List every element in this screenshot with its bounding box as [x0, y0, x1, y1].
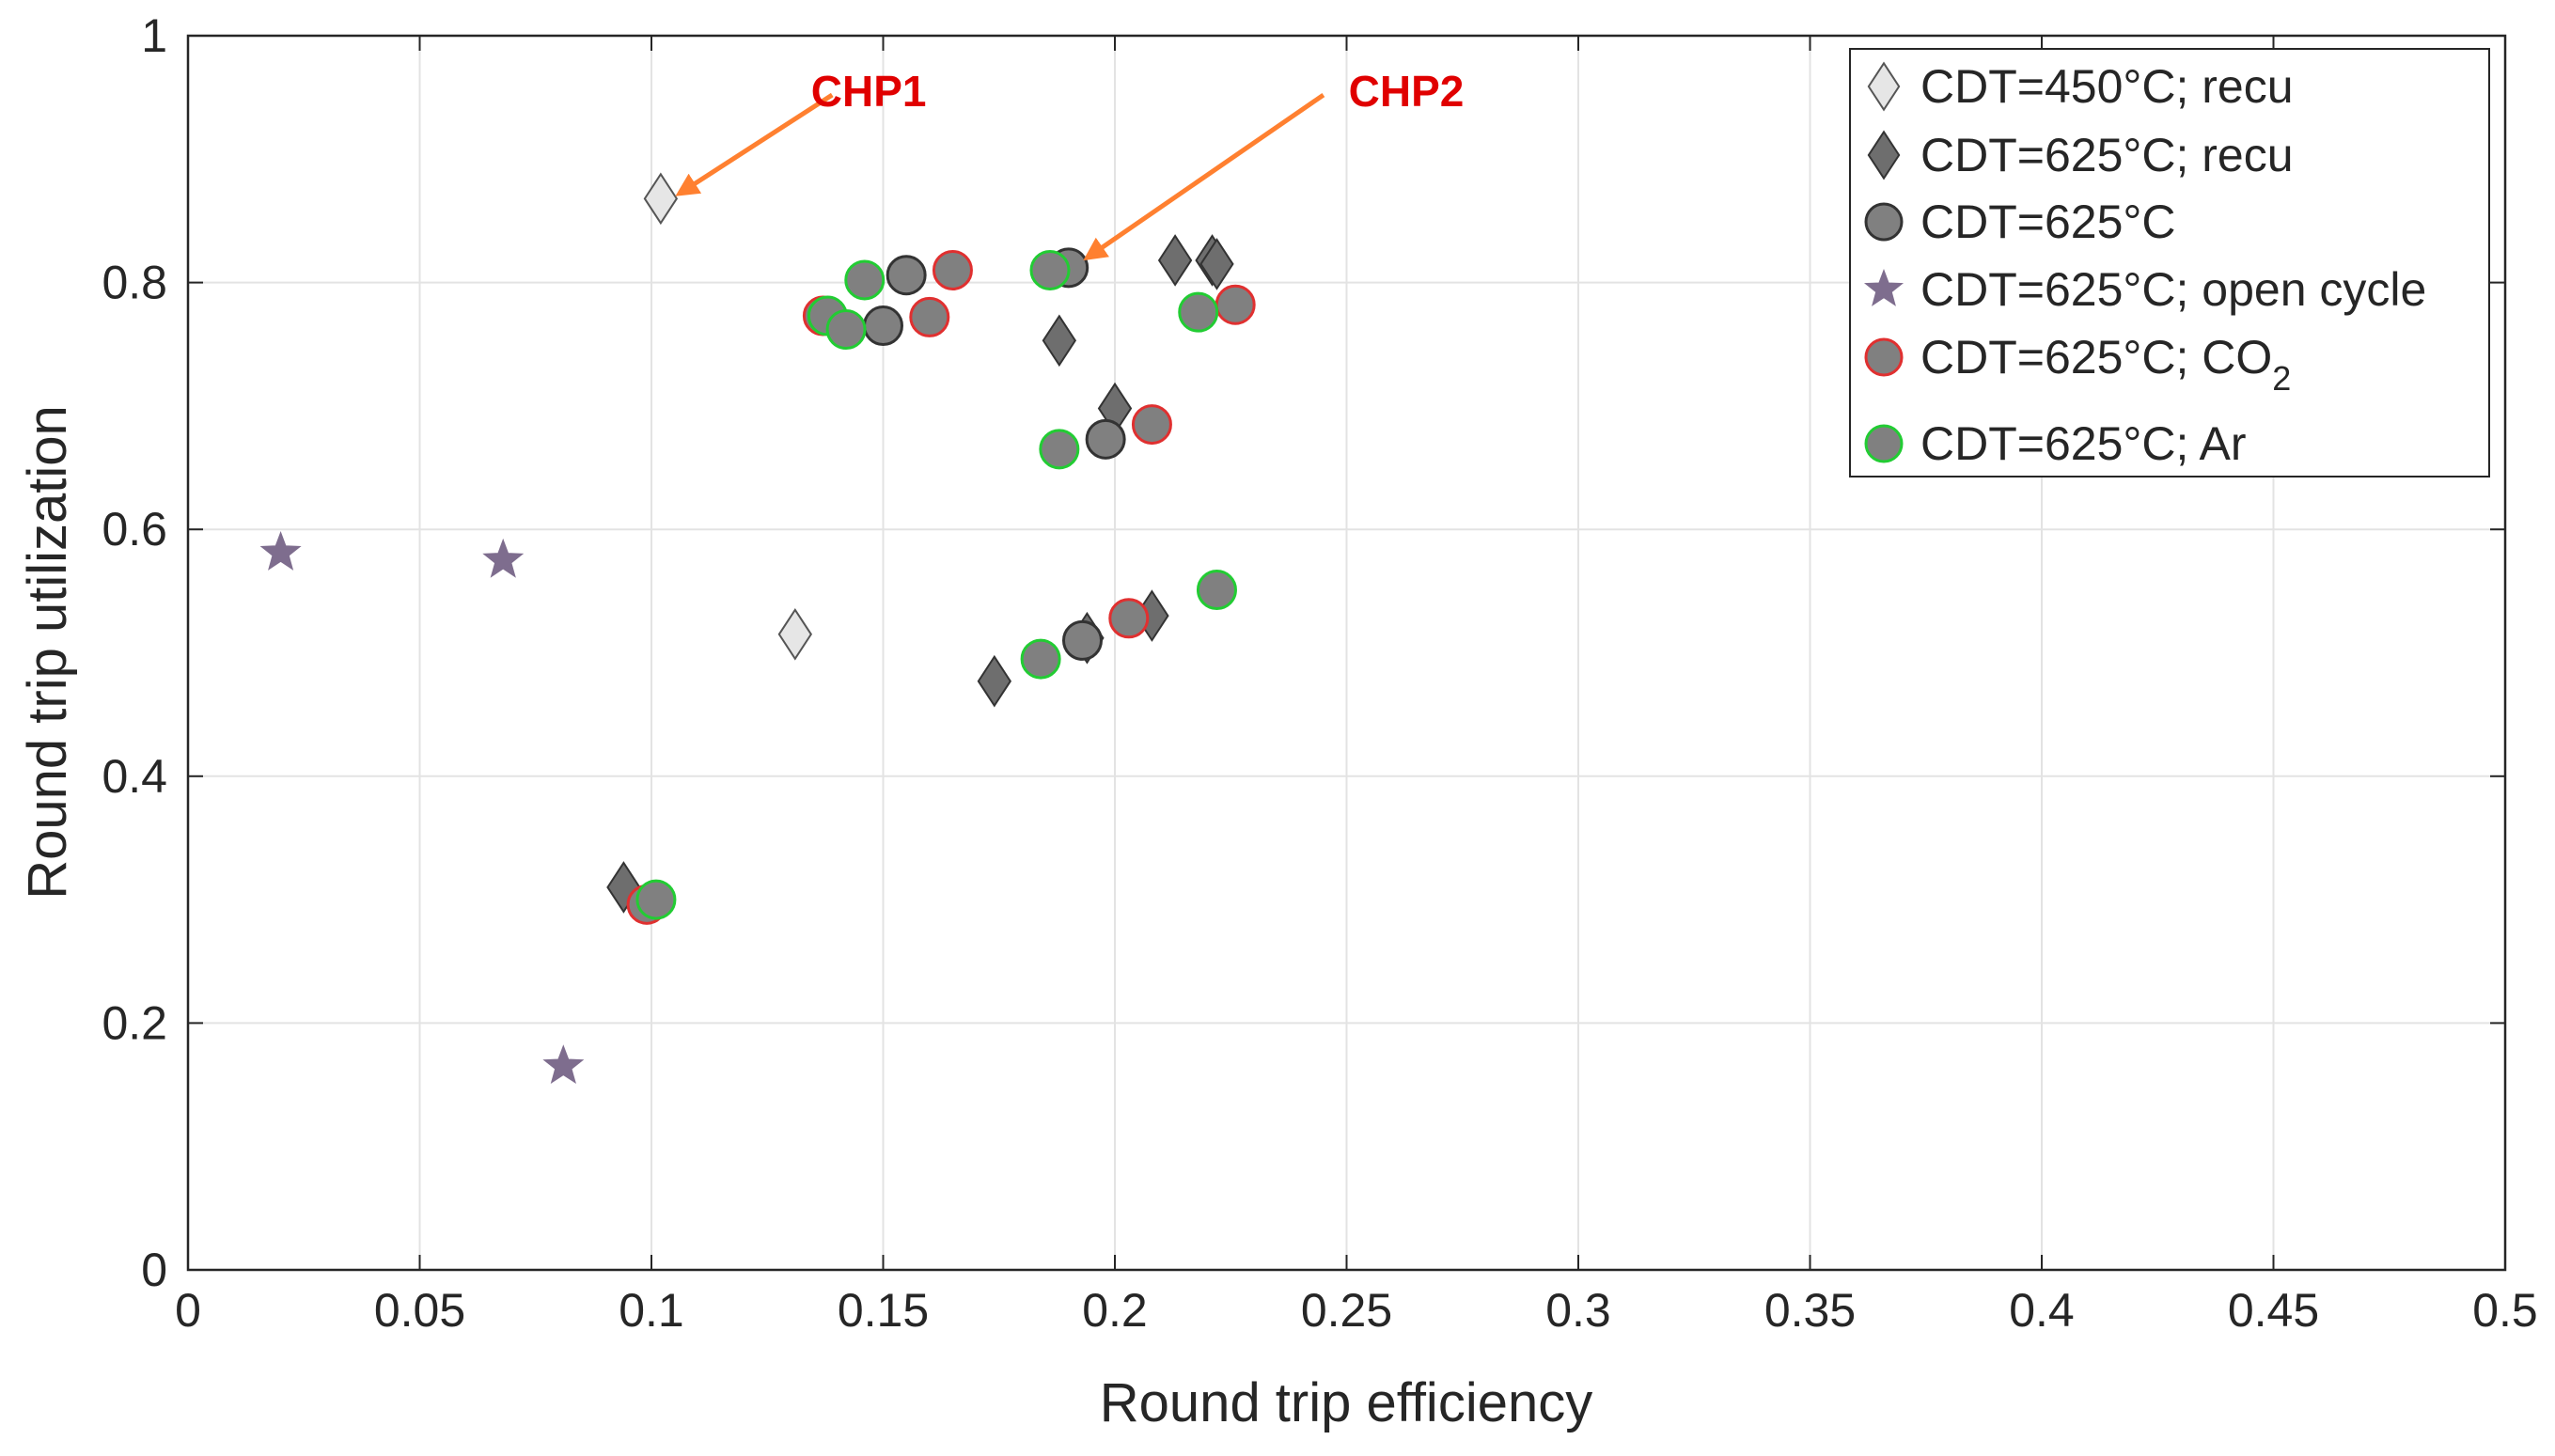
data-point: [1020, 638, 1061, 680]
y-tick-label: 0.2: [102, 996, 167, 1049]
series-0: [643, 172, 813, 661]
x-tick-label: 0.3: [1545, 1284, 1611, 1337]
data-point: [1029, 249, 1071, 290]
legend-label: CDT=625°C; Ar: [1920, 417, 2247, 470]
legend-marker: [1864, 337, 1904, 377]
legend-label-subscript: 2: [2272, 359, 2291, 398]
legend-marker: [1867, 130, 1901, 180]
x-tick-label: 0.35: [1764, 1284, 1856, 1337]
x-axis-label: Round trip efficiency: [1100, 1372, 1592, 1433]
x-tick-label: 0.25: [1301, 1284, 1392, 1337]
data-points: [259, 172, 1256, 1085]
x-tick-label: 0.4: [2009, 1284, 2075, 1337]
data-point: [542, 1044, 585, 1085]
annotation-label: CHP2: [1349, 67, 1465, 116]
data-point: [1157, 234, 1193, 287]
series-3: [259, 530, 585, 1085]
x-tick-label: 0.2: [1082, 1284, 1148, 1337]
legend-label: CDT=625°C; open cycle: [1920, 263, 2426, 316]
data-point: [863, 305, 903, 347]
legend: CDT=450°C; recu CDT=625°C; recu CDT=625°C C…: [1849, 48, 2490, 478]
data-point: [259, 530, 302, 571]
legend-label-main: CDT=625°C; CO: [1920, 331, 2272, 384]
annotations: CHP1 CHP2: [675, 67, 1465, 261]
data-point: [1196, 570, 1237, 611]
x-tick-label: 0.15: [838, 1284, 929, 1337]
series-5: [635, 249, 1237, 920]
legend-marker: [1867, 61, 1901, 112]
data-point: [1131, 404, 1172, 446]
x-tick-label: 0: [175, 1284, 201, 1337]
data-point: [886, 255, 927, 296]
legend-label: CDT=625°C; CO2: [1920, 331, 2291, 398]
y-axis-label: Round trip utilization: [17, 405, 78, 900]
data-point: [1178, 291, 1219, 333]
data-point: [844, 259, 886, 301]
data-point: [1085, 418, 1126, 460]
x-axis-ticks: 0 0.05 0.1 0.15 0.2 0.25 0.3 0.35 0.4 0.45 0.5: [175, 36, 2538, 1337]
data-point: [1039, 429, 1080, 470]
data-point: [1108, 598, 1150, 639]
annotation-label: CHP1: [811, 67, 927, 116]
data-point: [909, 296, 950, 337]
data-point: [777, 607, 813, 661]
data-point: [643, 172, 679, 226]
y-axis-ticks: 0 0.2 0.4 0.6 0.8 1: [102, 9, 2505, 1296]
legend-marker: [1863, 268, 1904, 306]
x-tick-label: 0.05: [374, 1284, 465, 1337]
annotation-arrow: [1083, 92, 1325, 261]
legend-marker: [1864, 202, 1904, 242]
data-point: [932, 249, 973, 290]
y-tick-label: 0: [141, 1244, 167, 1296]
data-point: [482, 538, 525, 578]
y-tick-label: 0.6: [102, 503, 167, 556]
legend-marker: [1864, 424, 1904, 463]
data-point: [1199, 238, 1234, 290]
y-tick-label: 1: [141, 9, 167, 62]
x-tick-label: 0.45: [2228, 1284, 2319, 1337]
legend-label: CDT=625°C: [1920, 196, 2175, 248]
data-point: [977, 654, 1012, 708]
x-tick-label: 0.1: [619, 1284, 684, 1337]
y-tick-label: 0.4: [102, 750, 167, 803]
data-point: [635, 879, 677, 920]
legend-box: [1849, 48, 2490, 478]
legend-label: CDT=625°C; recu: [1920, 129, 2294, 181]
data-point: [825, 308, 867, 350]
legend-label: CDT=450°C; recu: [1920, 60, 2294, 113]
data-point: [1215, 284, 1256, 325]
y-tick-label: 0.8: [102, 257, 167, 309]
data-point: [1042, 314, 1077, 368]
annotation-arrow: [675, 92, 834, 196]
data-point: [1061, 619, 1103, 661]
x-tick-label: 0.5: [2472, 1284, 2538, 1337]
